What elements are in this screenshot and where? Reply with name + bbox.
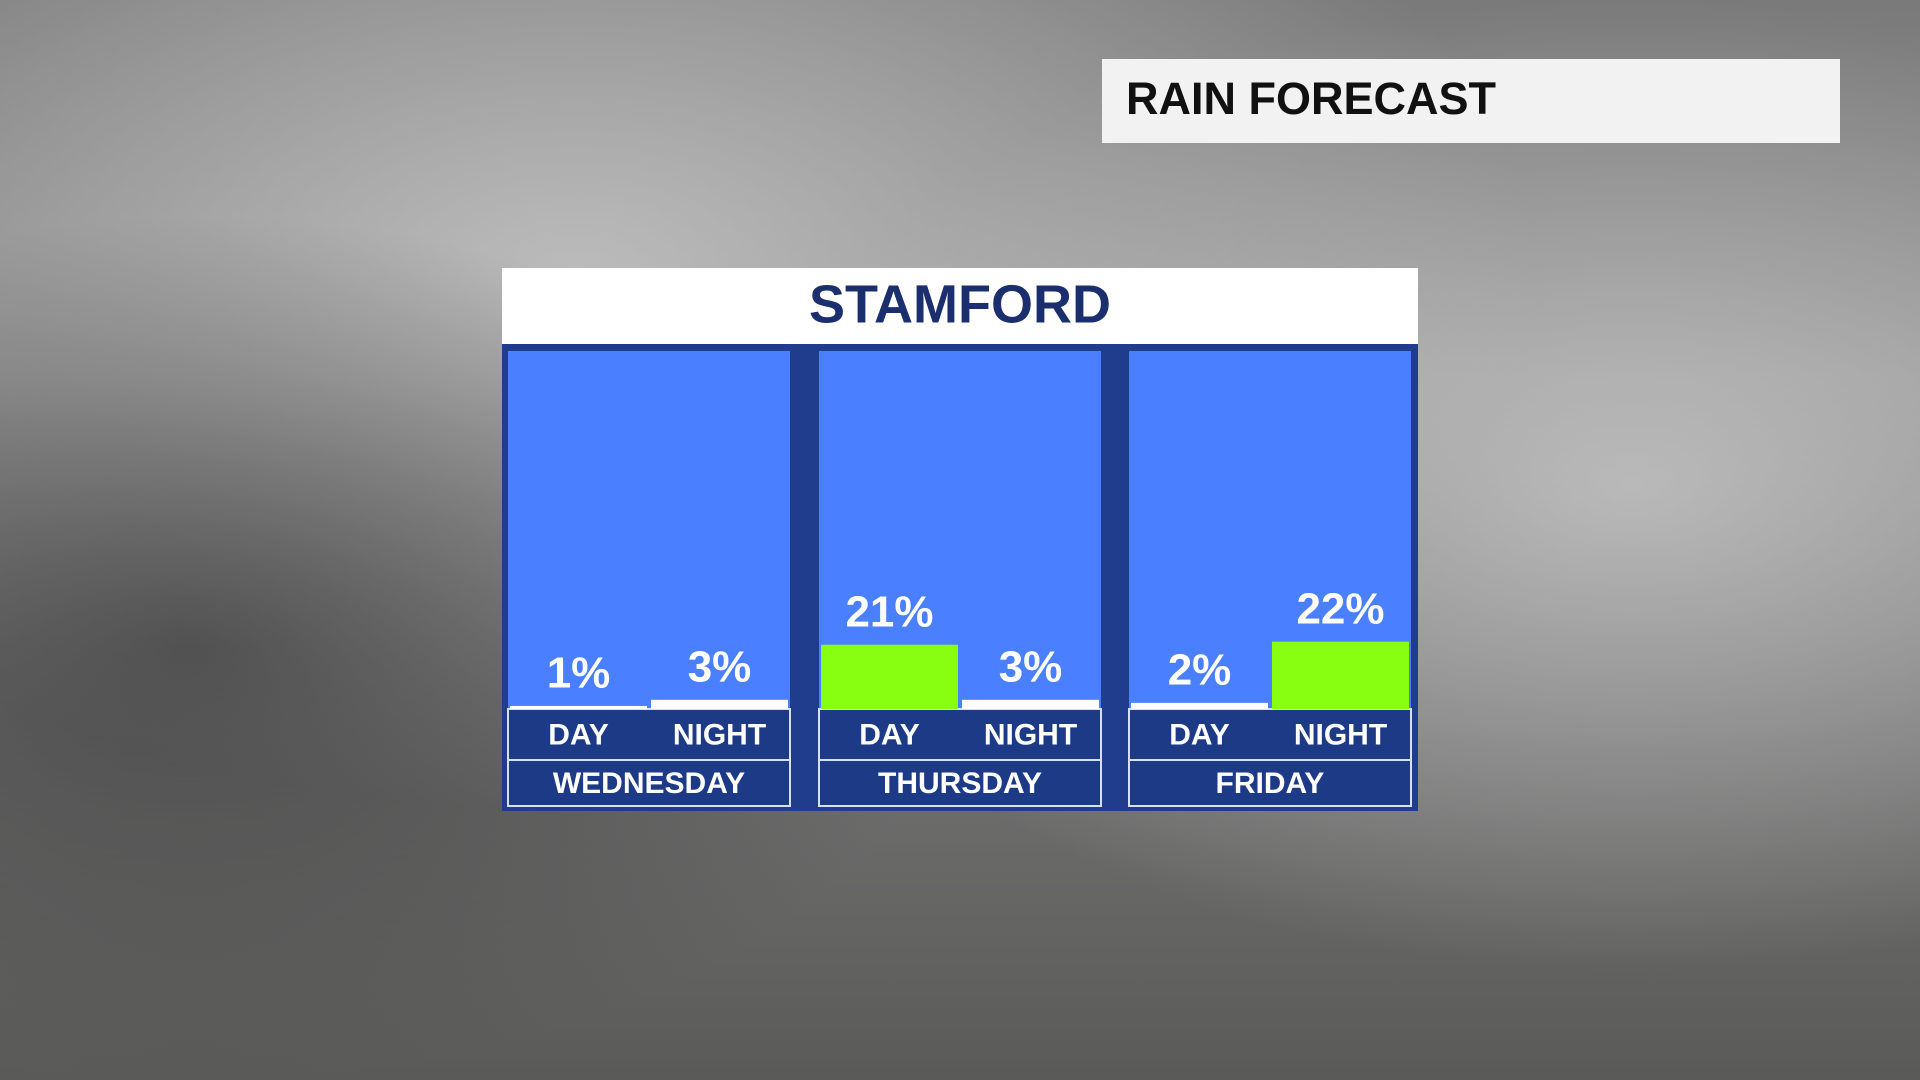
bar (1131, 702, 1268, 709)
value-label: 1% (547, 649, 611, 698)
bar (962, 699, 1099, 709)
column (508, 351, 790, 709)
bar (651, 699, 788, 709)
label-area (507, 708, 791, 807)
title-bar (502, 268, 1418, 344)
x-tick-label: NIGHT (673, 718, 766, 751)
value-label: 3% (688, 642, 752, 691)
value-label: 2% (1168, 646, 1232, 695)
group-label: FRIDAY (1216, 767, 1325, 800)
value-label: 22% (1296, 584, 1384, 633)
header-title: RAIN FORECAST (1126, 73, 1496, 124)
x-tick-label: DAY (859, 718, 920, 751)
bar (821, 644, 958, 709)
value-label: 21% (845, 587, 933, 636)
bar (1272, 641, 1409, 709)
x-tick-label: DAY (1169, 718, 1230, 751)
label-area (818, 708, 1102, 807)
x-tick-label: DAY (548, 718, 609, 751)
group-label: THURSDAY (878, 767, 1042, 800)
label-area (1128, 708, 1412, 807)
chart-title: STAMFORD (809, 274, 1111, 334)
value-label: 3% (999, 642, 1063, 691)
header-box (1102, 59, 1840, 143)
bar (510, 705, 647, 709)
group-label: WEDNESDAY (553, 767, 745, 800)
x-tick-label: NIGHT (984, 718, 1077, 751)
x-tick-label: NIGHT (1294, 718, 1387, 751)
